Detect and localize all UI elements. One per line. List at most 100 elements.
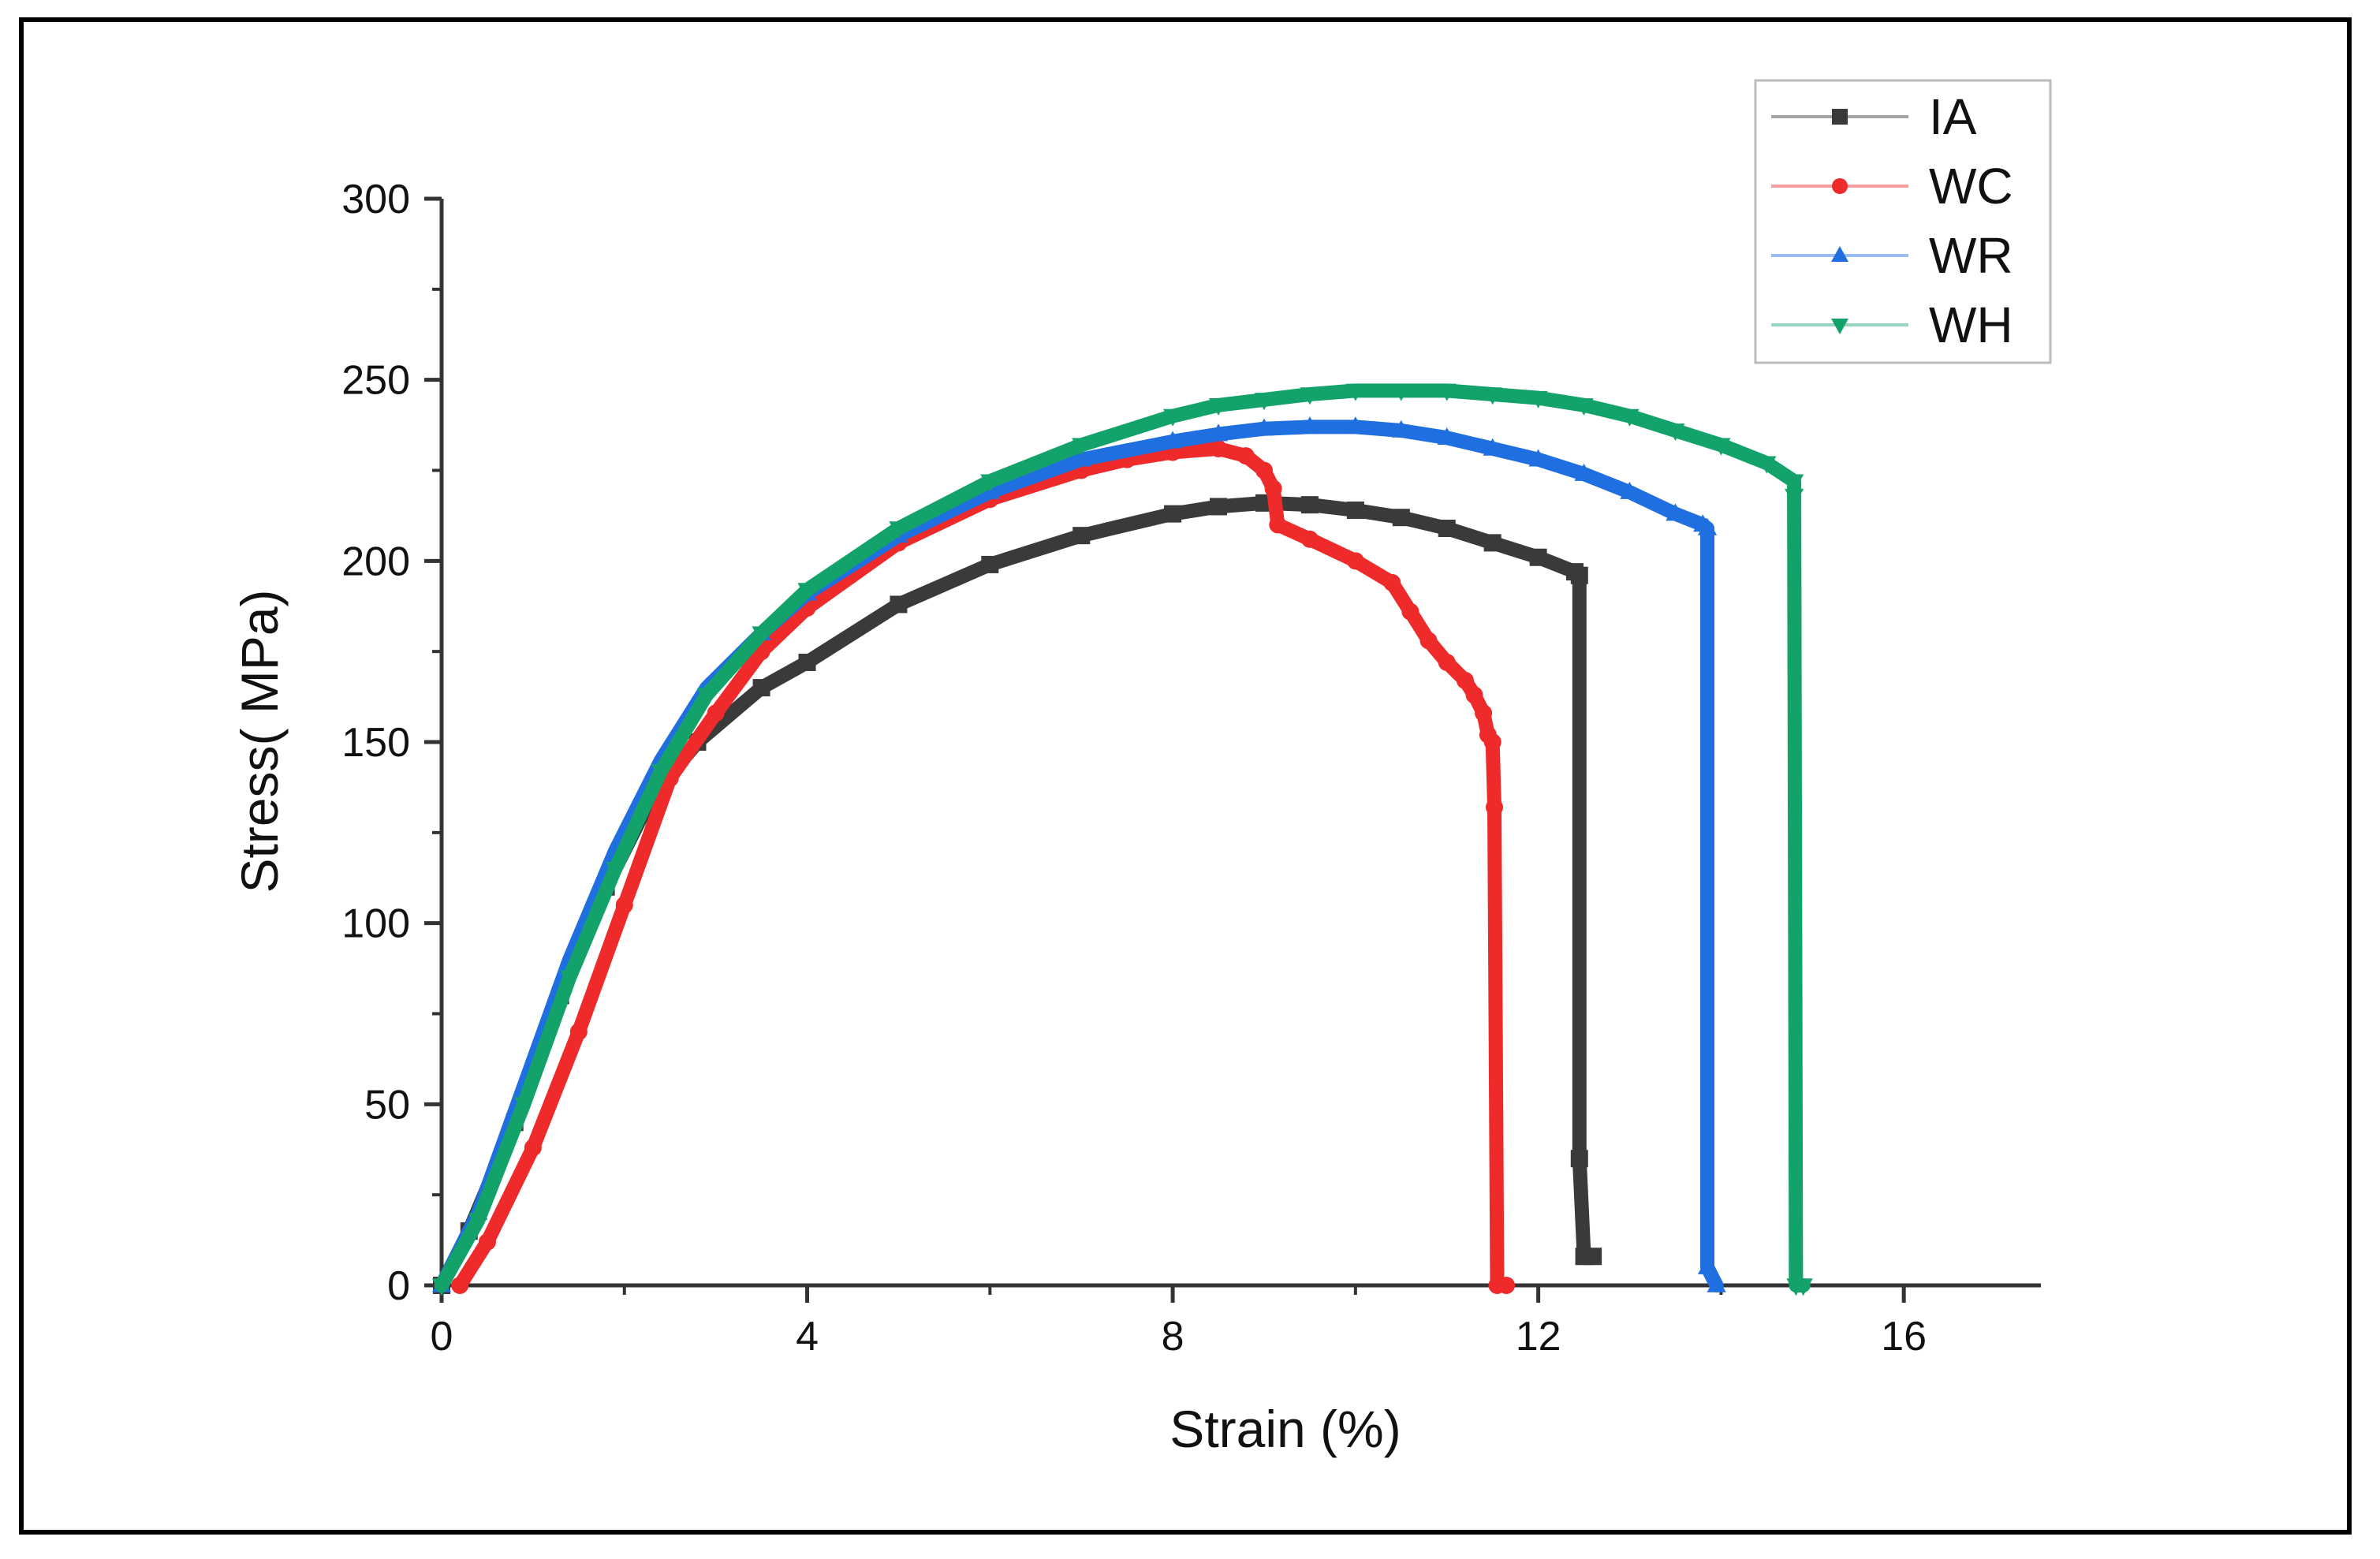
series-line-WH: [435, 383, 1811, 1292]
data-point-WR-21: [1574, 463, 1594, 481]
data-point-WR-18: [1437, 427, 1457, 445]
legend: IA WC WR WH: [1754, 79, 2052, 364]
data-point-WC-17: [1264, 479, 1282, 498]
data-point-WC-24: [1438, 653, 1456, 671]
data-point-WC-18: [1269, 516, 1287, 534]
data-point-WC-29: [1483, 733, 1501, 751]
data-point-WC-27: [1475, 704, 1493, 722]
data-point-WH-19: [1483, 387, 1502, 405]
x-tick-label: 16: [1881, 1314, 1927, 1359]
data-point-WH-15: [1300, 387, 1320, 405]
data-point-WC-20: [1346, 552, 1364, 570]
x-tick-label: 12: [1516, 1314, 1561, 1359]
data-point-IA-13: [1210, 498, 1228, 516]
data-point-WH-7: [752, 626, 771, 644]
y-tick-label: 250: [341, 358, 410, 404]
y-tick-label: 200: [341, 539, 410, 584]
y-tick-label: 100: [341, 901, 410, 947]
data-point-WC-21: [1383, 573, 1401, 591]
data-point-WH-20: [1528, 390, 1548, 408]
data-point-WC-1: [478, 1233, 496, 1251]
data-point-WR-13: [1208, 423, 1229, 442]
data-point-WH-3: [560, 970, 580, 988]
legend-label-IA: IA: [1929, 88, 1977, 145]
data-point-WR-27: [1707, 1274, 1726, 1292]
data-point-WC-23: [1419, 632, 1438, 650]
data-point-WC-30: [1486, 798, 1504, 816]
data-point-WH-5: [651, 763, 671, 781]
legend-label-WC: WC: [1929, 158, 2013, 214]
data-point-IA-8: [798, 653, 816, 671]
data-point-WH-21: [1574, 398, 1594, 416]
data-point-WC-16: [1255, 461, 1273, 479]
data-point-WH-16: [1345, 383, 1365, 401]
data-point-IA-20: [1529, 548, 1547, 566]
x-axis-title: Strain (%): [1169, 1400, 1401, 1458]
data-point-WH-18: [1437, 383, 1457, 401]
data-point-IA-19: [1483, 534, 1501, 552]
data-point-IA-16: [1346, 502, 1364, 520]
data-point-WH-2: [514, 1097, 534, 1115]
data-point-WC-26: [1465, 686, 1483, 704]
data-point-IA-10: [981, 555, 999, 573]
data-point-WC-15: [1237, 447, 1255, 465]
data-point-WR-12: [1162, 431, 1183, 449]
data-point-WH-10: [980, 474, 1000, 492]
data-point-IA-11: [1072, 527, 1091, 545]
data-point-WC-2: [524, 1139, 542, 1157]
series-WH: [431, 383, 1813, 1296]
data-point-IA-12: [1164, 505, 1182, 523]
data-point-IA-22: [1570, 566, 1588, 584]
legend-marker-WR: [1831, 246, 1848, 262]
y-tick-label: 300: [341, 177, 410, 222]
data-point-WH-17: [1391, 383, 1411, 401]
data-point-WC-25: [1456, 671, 1474, 689]
x-tick-label: 0: [431, 1314, 453, 1359]
data-point-WH-9: [889, 521, 908, 539]
data-point-WH-23: [1666, 423, 1685, 442]
data-point-IA-7: [752, 679, 770, 697]
data-point-WC-4: [615, 896, 633, 914]
data-point-WR-16: [1345, 416, 1365, 435]
x-tick-label: 8: [1162, 1314, 1184, 1359]
data-point-WC-19: [1300, 530, 1319, 548]
data-point-WR-23: [1666, 503, 1685, 521]
data-point-IA-9: [890, 595, 908, 614]
y-tick-label: 150: [341, 720, 410, 766]
data-point-WC-0: [451, 1277, 469, 1294]
data-point-WC-32: [1498, 1277, 1516, 1294]
data-point-WR-15: [1300, 416, 1320, 435]
data-point-WH-26: [1785, 474, 1804, 492]
data-point-WH-11: [1072, 438, 1091, 456]
data-point-WH-27: [1785, 488, 1804, 506]
data-point-WH-6: [696, 688, 717, 706]
data-point-IA-18: [1438, 519, 1456, 537]
legend-label-WR: WR: [1929, 227, 2013, 284]
data-point-WR-19: [1483, 438, 1502, 456]
data-point-IA-25: [1584, 1248, 1602, 1266]
data-point-WH-22: [1620, 408, 1640, 427]
data-point-WR-11: [1072, 449, 1091, 467]
data-point-WC-22: [1401, 602, 1419, 621]
y-tick-label: 0: [387, 1263, 410, 1309]
data-point-WH-13: [1208, 398, 1229, 416]
series-WC: [451, 439, 1516, 1294]
legend-marker-WH: [1831, 319, 1848, 334]
data-point-IA-15: [1300, 496, 1319, 514]
y-tick-label: 50: [364, 1082, 410, 1128]
data-point-WH-8: [797, 583, 817, 601]
data-point-WC-14: [1210, 439, 1228, 457]
data-point-WH-14: [1254, 393, 1274, 411]
data-point-WH-1: [468, 1213, 488, 1231]
y-axis-title: Stress( MPa): [230, 589, 289, 893]
data-point-WH-0: [431, 1278, 452, 1296]
data-point-WR-25: [1697, 517, 1718, 535]
data-point-WH-12: [1162, 408, 1183, 427]
legend-box: [1754, 79, 2052, 364]
legend-label-WH: WH: [1929, 297, 2013, 353]
data-point-WH-24: [1711, 438, 1731, 456]
data-point-IA-23: [1570, 1150, 1588, 1168]
data-point-WR-20: [1528, 449, 1548, 467]
data-point-WH-25: [1757, 456, 1777, 474]
